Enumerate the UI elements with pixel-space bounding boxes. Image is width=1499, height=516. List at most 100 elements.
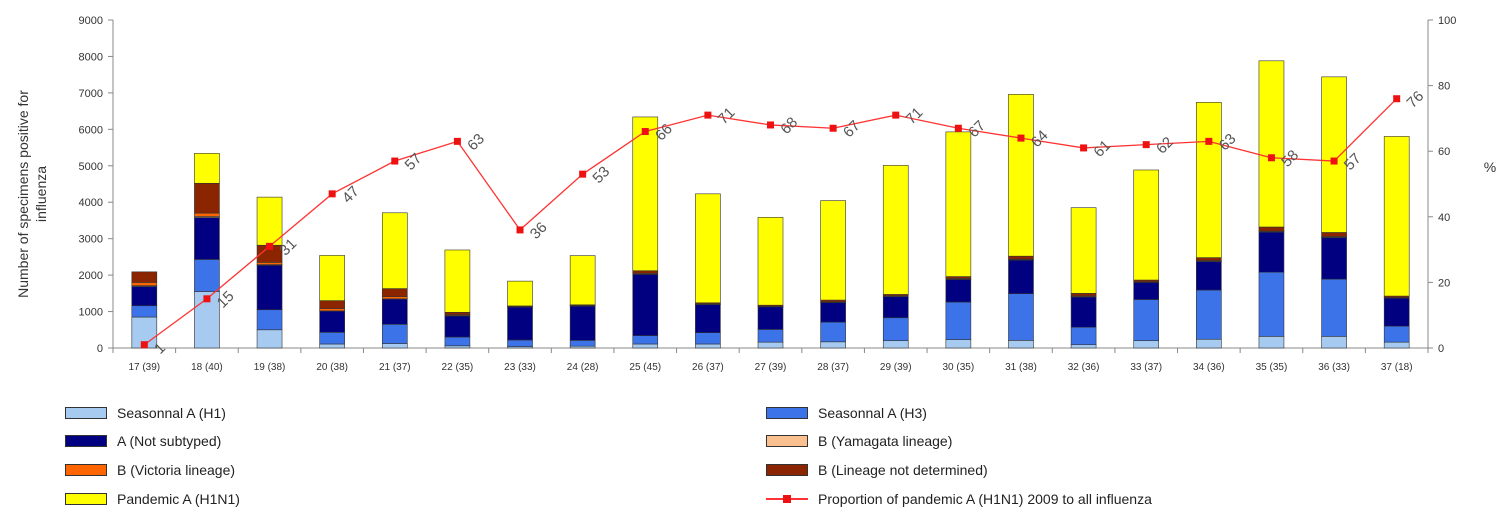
y-tick-label: 1000	[79, 307, 103, 319]
bar-segment	[632, 274, 659, 336]
bar-segment	[1133, 299, 1160, 342]
bar-segment	[444, 249, 471, 313]
bar-segment	[882, 296, 909, 319]
legend-swatch-b-victoria	[65, 464, 107, 476]
bar-segment	[256, 309, 283, 331]
chart-svg: 0 1000 2000 3000 4000 5000 6000 7000 8000 9000 0 20…	[15, 15, 1496, 373]
bar-segment	[319, 255, 345, 301]
bar-segment	[820, 341, 846, 349]
bar-segment	[1383, 341, 1410, 349]
bar-segment	[1258, 231, 1285, 273]
x-tick-label: 33 (37)	[1130, 362, 1162, 373]
legend-swatch-seasonal-h3	[766, 407, 808, 419]
x-tick-label: 23 (33)	[504, 362, 536, 373]
bar-segment	[1258, 336, 1285, 349]
proportion-point	[892, 111, 900, 119]
x-tick-label: 22 (35)	[442, 362, 474, 373]
bar-stack	[507, 280, 533, 349]
bar-stack	[1383, 136, 1410, 349]
bar-segment	[1070, 296, 1097, 328]
bar-segment	[1070, 326, 1097, 346]
proportion-point	[1330, 157, 1338, 165]
proportion-point	[328, 190, 336, 198]
proportion-label: 71	[715, 104, 739, 128]
y-tick-label: 7000	[79, 88, 103, 100]
legend-item-seasonal-h3: Seasonnal A (H3)	[766, 402, 927, 424]
x-tick-label: 20 (38)	[316, 362, 348, 373]
bar-segment	[1070, 293, 1097, 297]
y2-tick-label: 100	[1438, 15, 1456, 27]
legend-swatch-b-not-determined	[766, 464, 808, 476]
bar-segment	[319, 310, 345, 333]
bar-stack	[1258, 60, 1285, 349]
y2-tick-label: 40	[1438, 212, 1450, 224]
bar-segment	[1196, 338, 1222, 349]
legend-label-b-not-determined: B (Lineage not determined)	[818, 462, 988, 478]
legend-label-proportion: Proportion of pandemic A (H1N1) 2009 to …	[818, 491, 1152, 507]
bar-segment	[1133, 282, 1160, 300]
bar-stack	[820, 200, 846, 349]
legend-item-b-not-determined: B (Lineage not determined)	[766, 459, 988, 481]
bar-segment	[569, 255, 596, 306]
x-tick-label: 21 (37)	[379, 362, 411, 373]
x-tick-label: 17 (39)	[128, 362, 160, 373]
bar-stack	[1321, 76, 1347, 349]
bar-segment	[820, 200, 846, 301]
bar-segment	[757, 329, 784, 343]
legend-item-b-yamagata: B (Yamagata lineage)	[766, 430, 952, 452]
bar-segment	[757, 306, 784, 330]
y2-tick-label: 60	[1438, 146, 1450, 158]
bar-segment	[569, 340, 596, 347]
bar-segment	[1008, 94, 1034, 257]
x-tick-label: 37 (18)	[1381, 362, 1413, 373]
bar-segment	[695, 304, 721, 333]
bar-stack	[444, 249, 471, 349]
legend-item-seasonal-h1: Seasonnal A (H1)	[65, 402, 226, 424]
x-tick-label: 31 (38)	[1005, 362, 1037, 373]
bar-stack	[695, 193, 721, 349]
legend-swatch-b-yamagata	[766, 435, 808, 447]
bar-segment	[444, 345, 471, 349]
bar-segment	[194, 212, 220, 217]
bar-segment	[757, 341, 784, 349]
proportion-label: 61	[1090, 137, 1114, 161]
proportion-point	[1205, 137, 1213, 145]
bar-segment	[444, 336, 471, 347]
bar-segment	[632, 116, 659, 272]
legend-swatch-a-not-subtyped	[65, 435, 107, 447]
bar-segment	[695, 343, 721, 349]
proportion-point	[767, 121, 774, 129]
bar-segment	[1070, 207, 1097, 294]
bar-segment	[1321, 237, 1347, 280]
bar-stack	[757, 217, 784, 349]
bar-segment	[820, 321, 846, 343]
proportion-label: 57	[402, 150, 426, 174]
proportion-point	[954, 124, 962, 132]
x-tick-label: 25 (45)	[629, 362, 661, 373]
bar-stack	[319, 255, 345, 349]
y-axis-title: Number of specimens positive for influenz…	[15, 90, 49, 298]
x-tick-label: 29 (39)	[880, 362, 912, 373]
bar-segment	[1383, 325, 1410, 343]
bar-segment	[319, 308, 345, 312]
bar-segment	[319, 332, 345, 345]
bar-segment	[820, 302, 846, 323]
proportion-label: 47	[339, 183, 363, 207]
legend-item-a-not-subtyped: A (Not subtyped)	[65, 430, 221, 452]
bar-segment	[256, 264, 283, 311]
bar-segment	[131, 286, 158, 307]
proportion-point	[829, 124, 837, 132]
bar-segment	[444, 315, 471, 338]
proportion-label: 71	[903, 104, 927, 128]
proportion-point	[1017, 134, 1025, 142]
x-tick-label: 28 (37)	[817, 362, 849, 373]
bar-segment	[945, 279, 972, 303]
x-tick-label: 36 (33)	[1318, 362, 1350, 373]
proportion-label: 63	[464, 130, 488, 154]
bar-segment	[381, 324, 408, 344]
x-tick-label: 18 (40)	[191, 362, 223, 373]
proportion-label: 62	[1153, 134, 1177, 158]
bar-stack	[1008, 94, 1034, 349]
